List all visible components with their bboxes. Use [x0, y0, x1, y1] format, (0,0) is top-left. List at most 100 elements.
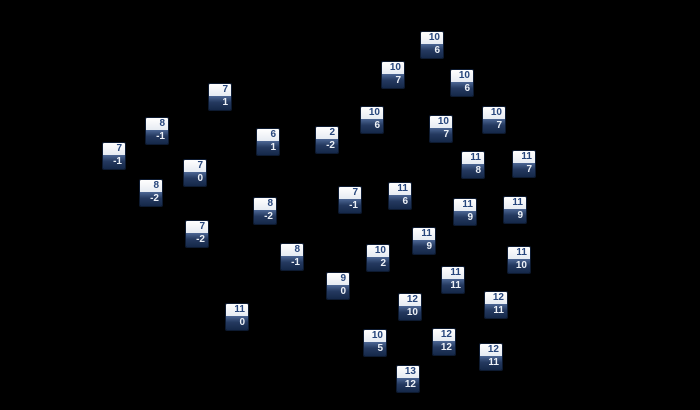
tile-top-value: 11: [442, 267, 464, 279]
tile-bottom-value: 8: [462, 164, 484, 178]
tile-bottom-value: 2: [367, 257, 389, 271]
tile-top-value: 10: [483, 107, 505, 119]
tile[interactable]: 8 -2: [139, 179, 163, 207]
tile[interactable]: 12 11: [484, 291, 508, 319]
tile-top-value: 10: [451, 70, 473, 82]
tile-top-value: 2: [316, 127, 338, 139]
tile[interactable]: 10 6: [360, 106, 384, 134]
tile-top-value: 11: [504, 197, 526, 209]
tile[interactable]: 12 10: [398, 293, 422, 321]
tile[interactable]: 12 11: [479, 343, 503, 371]
tile[interactable]: 7 -1: [338, 186, 362, 214]
tile-top-value: 12: [433, 329, 455, 341]
tile[interactable]: 11 8: [461, 151, 485, 179]
tile-top-value: 10: [382, 62, 404, 74]
tile-top-value: 10: [367, 245, 389, 257]
tile[interactable]: 12 12: [432, 328, 456, 356]
tile-top-value: 13: [397, 366, 419, 378]
tile[interactable]: 13 12: [396, 365, 420, 393]
tile-top-value: 11: [413, 228, 435, 240]
tile-bottom-value: -1: [281, 256, 303, 270]
tile-bottom-value: 7: [382, 74, 404, 88]
tile-top-value: 11: [226, 304, 248, 316]
tile-bottom-value: 11: [442, 279, 464, 293]
tile[interactable]: 10 5: [363, 329, 387, 357]
tile-bottom-value: 9: [454, 211, 476, 225]
tile-bottom-value: 1: [209, 96, 231, 110]
tile-bottom-value: 6: [361, 119, 383, 133]
tile-top-value: 7: [103, 143, 125, 155]
tile-bottom-value: 10: [508, 259, 530, 273]
tile[interactable]: 8 -2: [253, 197, 277, 225]
tile-top-value: 7: [184, 160, 206, 172]
tile-bottom-value: -1: [339, 199, 361, 213]
tile[interactable]: 11 7: [512, 150, 536, 178]
tile-bottom-value: 6: [389, 195, 411, 209]
tile-top-value: 11: [454, 199, 476, 211]
tile[interactable]: 11 11: [441, 266, 465, 294]
tile-top-value: 11: [508, 247, 530, 259]
tile[interactable]: 10 2: [366, 244, 390, 272]
tile-bottom-value: 1: [257, 141, 279, 155]
tile[interactable]: 8 -1: [145, 117, 169, 145]
tile[interactable]: 8 -1: [280, 243, 304, 271]
tile-bottom-value: -2: [186, 233, 208, 247]
tile-bottom-value: 0: [327, 285, 349, 299]
tile-bottom-value: 0: [226, 316, 248, 330]
tile[interactable]: 10 6: [420, 31, 444, 59]
tile[interactable]: 11 9: [453, 198, 477, 226]
tile-top-value: 10: [430, 116, 452, 128]
tile[interactable]: 7 -2: [185, 220, 209, 248]
tile-bottom-value: 9: [504, 209, 526, 223]
tile-top-value: 11: [389, 183, 411, 195]
tile-top-value: 10: [364, 330, 386, 342]
tile-top-value: 7: [339, 187, 361, 199]
tile-bottom-value: -1: [146, 130, 168, 144]
tile-bottom-value: 6: [421, 44, 443, 58]
tile-bottom-value: 6: [451, 82, 473, 96]
tile-bottom-value: 5: [364, 342, 386, 356]
tile-bottom-value: -2: [316, 139, 338, 153]
tile-top-value: 7: [186, 221, 208, 233]
tile[interactable]: 11 9: [503, 196, 527, 224]
tile-bottom-value: 12: [397, 378, 419, 392]
tile-bottom-value: 7: [513, 163, 535, 177]
tile-top-value: 7: [209, 84, 231, 96]
tile[interactable]: 11 10: [507, 246, 531, 274]
tile[interactable]: 10 7: [482, 106, 506, 134]
tile-top-value: 12: [480, 344, 502, 356]
tile[interactable]: 10 7: [429, 115, 453, 143]
tile-bottom-value: -1: [103, 155, 125, 169]
tile-top-value: 11: [462, 152, 484, 164]
tile-top-value: 6: [257, 129, 279, 141]
tile-top-value: 9: [327, 273, 349, 285]
tile-bottom-value: 11: [485, 304, 507, 318]
tile-bottom-value: 12: [433, 341, 455, 355]
tile[interactable]: 11 6: [388, 182, 412, 210]
tile-bottom-value: 7: [430, 128, 452, 142]
tile[interactable]: 11 0: [225, 303, 249, 331]
tile-top-value: 8: [281, 244, 303, 256]
tile-top-value: 8: [140, 180, 162, 192]
tile[interactable]: 10 6: [450, 69, 474, 97]
tile-top-value: 10: [421, 32, 443, 44]
tile[interactable]: 7 -1: [102, 142, 126, 170]
tile-bottom-value: 7: [483, 119, 505, 133]
tile-top-value: 12: [399, 294, 421, 306]
tile-top-value: 12: [485, 292, 507, 304]
tile-bottom-value: 11: [480, 356, 502, 370]
tile[interactable]: 2 -2: [315, 126, 339, 154]
tile-top-value: 11: [513, 151, 535, 163]
tile-bottom-value: 9: [413, 240, 435, 254]
tile-top-value: 10: [361, 107, 383, 119]
tile[interactable]: 11 9: [412, 227, 436, 255]
tile-bottom-value: -2: [140, 192, 162, 206]
tile-top-value: 8: [254, 198, 276, 210]
tile-bottom-value: 10: [399, 306, 421, 320]
tile[interactable]: 10 7: [381, 61, 405, 89]
